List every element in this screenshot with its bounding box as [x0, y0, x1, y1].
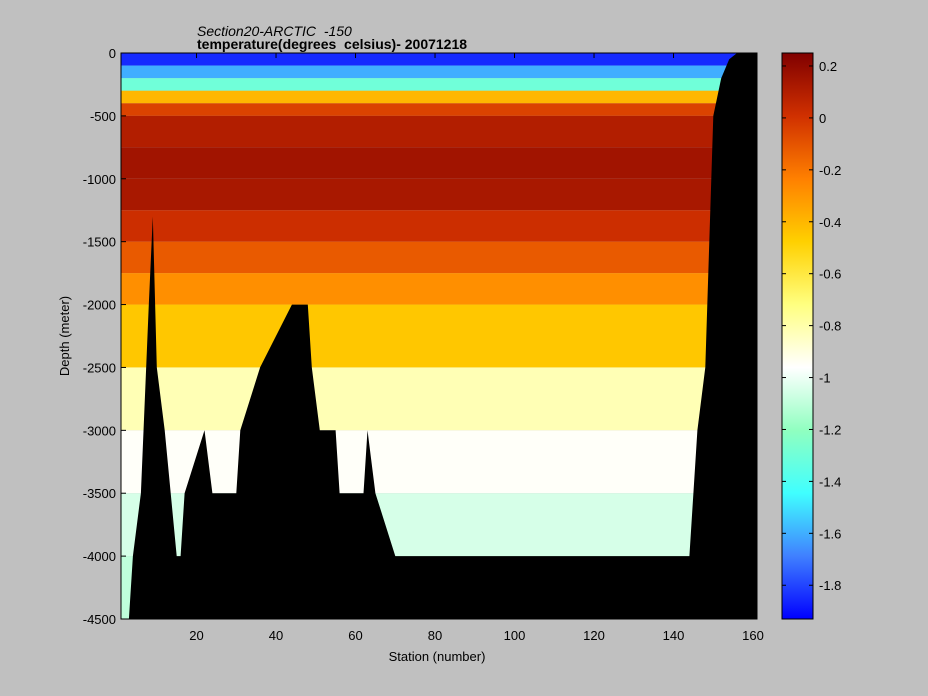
y-tick-label: 0: [109, 46, 116, 61]
x-tick-label: 20: [189, 628, 203, 643]
colorbar-tick-label: -1: [819, 371, 831, 386]
y-tick-label: -2500: [83, 360, 116, 375]
plot-area: [121, 53, 757, 619]
temperature-cell: [121, 78, 757, 91]
chart-title: Section20-ARCTIC -150: [197, 23, 352, 39]
x-axis: 20 40 60 80 100 120 140 160: [189, 53, 764, 643]
colorbar-tick-label: -0.8: [819, 319, 841, 334]
temperature-cell: [121, 430, 757, 494]
colorbar-tick-label: -0.6: [819, 267, 841, 282]
x-tick-label: 140: [663, 628, 685, 643]
colorbar-tick-label: -1.6: [819, 526, 841, 541]
colorbar: [781, 52, 814, 620]
temperature-cell: [121, 103, 757, 116]
temperature-cell: [121, 147, 757, 179]
temperature-cell: [121, 53, 757, 66]
x-axis-label: Station (number): [389, 649, 486, 664]
colorbar-axis: 0.2 0 -0.2 -0.4 -0.6 -0.8 -1 -1.2 -1.4 -1.6 -1.8: [782, 59, 841, 593]
temperature-cell: [121, 210, 757, 242]
y-tick-label: -1500: [83, 235, 116, 250]
seafloor-land: [121, 53, 757, 619]
x-tick-label: 100: [504, 628, 526, 643]
y-axis-label: Depth (meter): [57, 296, 72, 376]
colorbar-tick-label: 0.2: [819, 59, 837, 74]
colorbar-tick-label: -0.2: [819, 163, 841, 178]
y-tick-label: -500: [90, 109, 116, 124]
x-tick-label: 160: [742, 628, 764, 643]
temperature-cell: [121, 304, 757, 368]
y-tick-label: -1000: [83, 172, 116, 187]
y-tick-label: -4000: [83, 549, 116, 564]
temperature-cell: [121, 65, 757, 79]
x-tick-label: 80: [428, 628, 442, 643]
colorbar-tick-label: -1.4: [819, 474, 841, 489]
x-tick-label: 60: [348, 628, 362, 643]
temperature-cell: [121, 241, 757, 274]
colorbar-tick-label: 0: [819, 111, 826, 126]
y-tick-label: -3500: [83, 486, 116, 501]
temperature-cell: [121, 90, 757, 104]
plot-frame: [120, 52, 758, 620]
temperature-cell: [121, 273, 757, 305]
colorbar-tick-label: -0.4: [819, 215, 841, 230]
colorbar-tick-label: -1.8: [819, 578, 841, 593]
temperature-cell: [121, 115, 757, 148]
x-tick-label: 40: [269, 628, 283, 643]
y-axis: 0 -500 -1000 -1500 -2000 -2500 -3000 -3500 -4000…: [83, 46, 757, 627]
x-tick-label: 120: [583, 628, 605, 643]
temperature-cell: [121, 178, 757, 211]
y-tick-label: -2000: [83, 298, 116, 313]
colorbar-tick-label: -1.2: [819, 422, 841, 437]
y-tick-label: -4500: [83, 612, 116, 627]
y-tick-label: -3000: [83, 423, 116, 438]
temperature-cell: [121, 367, 757, 431]
chart-subtitle: temperature(degrees celsius)- 20071218: [197, 36, 468, 52]
